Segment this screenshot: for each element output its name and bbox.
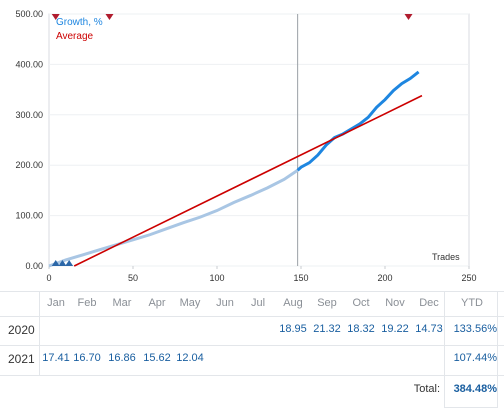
month-header: Apr bbox=[148, 297, 166, 309]
table-divider bbox=[0, 375, 504, 376]
month-header: Jan bbox=[47, 297, 65, 309]
month-header: May bbox=[179, 297, 201, 309]
table-divider bbox=[444, 407, 498, 408]
month-header: Oct bbox=[352, 297, 370, 309]
growth-chart: 0.00 100.00 200.00 300.00 400.00 500.00 0 50 10… bbox=[15, 9, 476, 283]
legend-growth: Growth, % bbox=[56, 17, 103, 28]
top-marker-icon bbox=[51, 14, 60, 20]
month-header: Jul bbox=[250, 297, 266, 309]
x-tick-label: 50 bbox=[128, 273, 138, 283]
monthly-value: 21.32 bbox=[313, 323, 341, 335]
table-divider bbox=[497, 291, 498, 407]
x-tick-label: 200 bbox=[377, 273, 392, 283]
y-tick-label: 100.00 bbox=[15, 211, 43, 221]
legend-average: Average bbox=[56, 31, 94, 42]
ytd-value: 133.56% bbox=[453, 323, 497, 335]
total-value: 384.48% bbox=[453, 383, 497, 395]
monthly-value: 17.41 bbox=[42, 352, 70, 364]
year-label: 2020 bbox=[8, 323, 35, 337]
ytd-value: 107.44% bbox=[453, 352, 497, 364]
y-tick-label: 400.00 bbox=[15, 59, 43, 69]
monthly-value: 16.70 bbox=[73, 352, 101, 364]
bottom-marker-icon bbox=[58, 260, 67, 266]
y-axis-ticks: 0.00 100.00 200.00 300.00 400.00 500.00 bbox=[15, 9, 43, 271]
bottom-marker-icon bbox=[65, 260, 74, 266]
ytd-header: YTD bbox=[461, 297, 483, 309]
monthly-value: 18.95 bbox=[279, 323, 307, 335]
bottom-marker-icon bbox=[51, 260, 60, 266]
total-label: Total: bbox=[413, 383, 440, 395]
x-tick-label: 150 bbox=[293, 273, 308, 283]
y-tick-label: 300.00 bbox=[15, 110, 43, 120]
x-tick-label: 100 bbox=[209, 273, 224, 283]
top-marker-icon bbox=[404, 14, 413, 20]
y-tick-label: 0.00 bbox=[25, 261, 43, 271]
legend: Growth, % Average bbox=[56, 16, 103, 44]
month-header: Aug bbox=[283, 297, 303, 309]
growth-line-history bbox=[48, 168, 299, 268]
monthly-value: 18.32 bbox=[347, 323, 375, 335]
x-axis-ticks: 0 50 100 150 200 250 bbox=[46, 273, 476, 283]
monthly-value: 16.86 bbox=[108, 352, 136, 364]
month-header: Dec bbox=[419, 297, 439, 309]
monthly-value: 15.62 bbox=[143, 352, 171, 364]
markers-group bbox=[51, 14, 413, 266]
monthly-value: 14.73 bbox=[415, 323, 443, 335]
table-divider bbox=[0, 291, 504, 292]
monthly-value: 12.04 bbox=[176, 352, 204, 364]
table-divider bbox=[0, 316, 504, 317]
month-header: Mar bbox=[112, 297, 132, 309]
x-axis-label: Trades bbox=[432, 252, 460, 262]
year-label: 2021 bbox=[8, 352, 35, 366]
month-header: Feb bbox=[77, 297, 97, 309]
table-divider bbox=[444, 291, 445, 407]
y-tick-label: 200.00 bbox=[15, 160, 43, 170]
series-group bbox=[48, 14, 423, 268]
top-marker-icon bbox=[105, 14, 114, 20]
x-tick-label: 0 bbox=[46, 273, 51, 283]
monthly-value: 19.22 bbox=[381, 323, 409, 335]
x-tick-label: 250 bbox=[461, 273, 476, 283]
plot-area bbox=[48, 13, 470, 267]
grid bbox=[48, 13, 470, 269]
y-tick-label: 500.00 bbox=[15, 9, 43, 19]
month-header: Nov bbox=[385, 297, 405, 309]
month-header: Sep bbox=[317, 297, 337, 309]
growth-line bbox=[296, 70, 420, 172]
table-divider bbox=[0, 345, 504, 346]
average-line bbox=[73, 94, 423, 267]
table-divider bbox=[39, 291, 40, 375]
month-header: Jun bbox=[216, 297, 234, 309]
